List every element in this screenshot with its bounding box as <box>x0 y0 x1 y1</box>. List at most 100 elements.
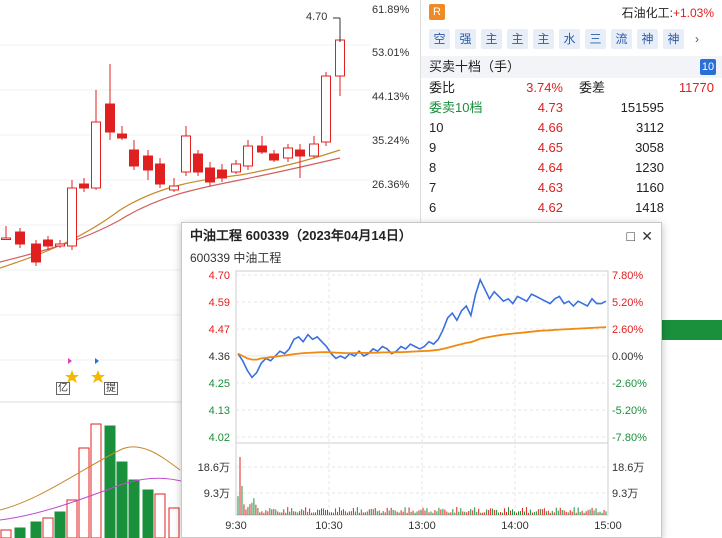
concept-tag[interactable]: 神 <box>663 29 684 49</box>
candle-body <box>55 243 65 247</box>
volume-bar <box>90 423 102 538</box>
minimize-icon[interactable]: □ <box>626 228 635 244</box>
candle-body <box>91 121 101 189</box>
pct-tick: 53.01% <box>372 47 410 59</box>
concept-tag[interactable]: 空 <box>429 29 450 49</box>
order-book-level-count[interactable]: 10 <box>700 59 716 75</box>
order-volume: 1230 <box>635 160 664 175</box>
pct-tick: -2.60% <box>612 378 647 390</box>
volume-bar <box>30 521 42 538</box>
popup-subtitle: 600339 中油工程 <box>190 251 282 265</box>
order-row[interactable]: 7 4.63 1160 <box>421 178 722 198</box>
order-row[interactable]: 9 4.65 3058 <box>421 138 722 158</box>
kline-event-marker[interactable]: 提 <box>104 382 118 395</box>
order-row[interactable]: 8 4.64 1230 <box>421 158 722 178</box>
volume-tick: 18.6万 <box>612 462 644 474</box>
candle-body <box>309 143 319 157</box>
intraday-chart[interactable]: 4.70 7.80% 4.59 5.20% 4.47 2.60% 4.36 0.00% 4.25… <box>182 223 663 538</box>
candle-body <box>15 231 25 245</box>
sector-change[interactable]: 石油化工:+1.03% <box>622 4 714 21</box>
order-row[interactable]: 10 4.66 3112 <box>421 118 722 138</box>
concept-tag[interactable]: 主 <box>481 29 502 49</box>
volume-bar <box>14 527 26 538</box>
candle-body <box>117 133 127 139</box>
pct-tick: 61.89% <box>372 4 410 16</box>
kline-chart[interactable] <box>0 0 420 538</box>
price-tick: 4.02 <box>209 432 230 444</box>
order-row[interactable]: 6 4.62 1418 <box>421 198 722 218</box>
pct-tick: 5.20% <box>612 297 643 309</box>
candle-body <box>217 169 227 179</box>
price-tick: 4.25 <box>209 378 230 390</box>
candle-body <box>257 145 267 153</box>
price-tick: 4.36 <box>209 351 230 363</box>
volume-bar <box>154 493 166 538</box>
panel-header: R 石油化工:+1.03% <box>421 0 722 26</box>
concept-tag[interactable]: 水 <box>559 29 580 49</box>
volume-bar <box>66 499 78 538</box>
order-ratio-row: 委比 3.74% 委差 11770 <box>421 78 722 98</box>
ratio-label: 委比 <box>429 80 456 95</box>
volume-bar <box>142 489 154 538</box>
r-badge[interactable]: R <box>429 4 445 20</box>
concept-tag[interactable]: 主 <box>507 29 528 49</box>
kline-high-marker: 4.70 <box>306 11 328 23</box>
ratio-value: 3.74% <box>526 80 563 95</box>
concept-tag[interactable]: 流 <box>611 29 632 49</box>
price-tick: 4.13 <box>209 405 230 417</box>
volume-bar <box>78 447 90 538</box>
pct-tick: 0.00% <box>612 351 643 363</box>
concept-tag[interactable]: 强 <box>455 29 476 49</box>
candle-body <box>155 163 165 185</box>
kline-pct-axis: 61.89% 53.01% 44.13% 35.24% 26.36% <box>372 0 418 200</box>
concept-tag[interactable]: 三 <box>585 29 606 49</box>
time-tick: 13:00 <box>408 520 436 532</box>
diff-label: 委差 <box>579 80 606 95</box>
volume-bar <box>42 517 54 538</box>
order-level: 7 <box>429 180 437 195</box>
order-book-title[interactable]: 买卖十档（手） 10 <box>421 56 722 78</box>
candle-body <box>105 103 115 133</box>
quote-panel: R 石油化工:+1.03% 空 强 主 主 主 水 三 流 神 神 › 买卖十档… <box>420 0 722 538</box>
candle-body <box>295 149 305 157</box>
pct-tick: -7.80% <box>612 432 647 444</box>
candle-body <box>79 183 89 189</box>
order-price: 4.66 <box>537 120 563 135</box>
popup-title[interactable]: 中油工程 600339（2023年04月14日） □ ✕ <box>182 223 661 249</box>
candle-body <box>193 153 203 173</box>
chevron-right-icon[interactable]: › <box>695 32 699 46</box>
candle-body <box>31 243 41 263</box>
candle-body <box>181 135 191 173</box>
order-level: 10 <box>429 120 444 135</box>
candle-body <box>1 237 11 240</box>
sell-summary-label: 委卖10档 <box>429 100 483 115</box>
order-price: 4.64 <box>537 160 563 175</box>
candle-body <box>335 39 345 77</box>
time-tick: 15:00 <box>594 520 622 532</box>
volume-bar <box>128 479 140 538</box>
close-icon[interactable]: ✕ <box>641 228 653 244</box>
candle-body <box>231 163 241 173</box>
volume-bar <box>104 425 116 538</box>
order-level: 9 <box>429 140 437 155</box>
kline-event-marker[interactable]: 亿 <box>56 382 70 395</box>
diff-value: 11770 <box>678 80 714 95</box>
pct-tick: 35.24% <box>372 135 410 147</box>
candle-body <box>283 147 293 159</box>
pct-tick: 7.80% <box>612 270 643 282</box>
time-tick: 14:00 <box>501 520 529 532</box>
concept-tag[interactable]: 主 <box>533 29 554 49</box>
buy-indicator-bar <box>656 320 722 340</box>
candle-body <box>43 239 53 247</box>
intraday-popup[interactable]: 中油工程 600339（2023年04月14日） □ ✕ 600339 中油工程… <box>181 222 662 538</box>
candle-body <box>129 149 139 167</box>
sell-summary-price: 4.73 <box>537 100 563 115</box>
pct-tick: 2.60% <box>612 324 643 336</box>
candle-body <box>205 167 215 183</box>
volume-bar <box>116 461 128 538</box>
volume-tick: 9.3万 <box>612 488 638 500</box>
popup-title-text: 中油工程 600339（2023年04月14日） <box>190 228 412 243</box>
concept-tag[interactable]: 神 <box>637 29 658 49</box>
time-tick: 10:30 <box>315 520 343 532</box>
candle-body <box>321 75 331 143</box>
